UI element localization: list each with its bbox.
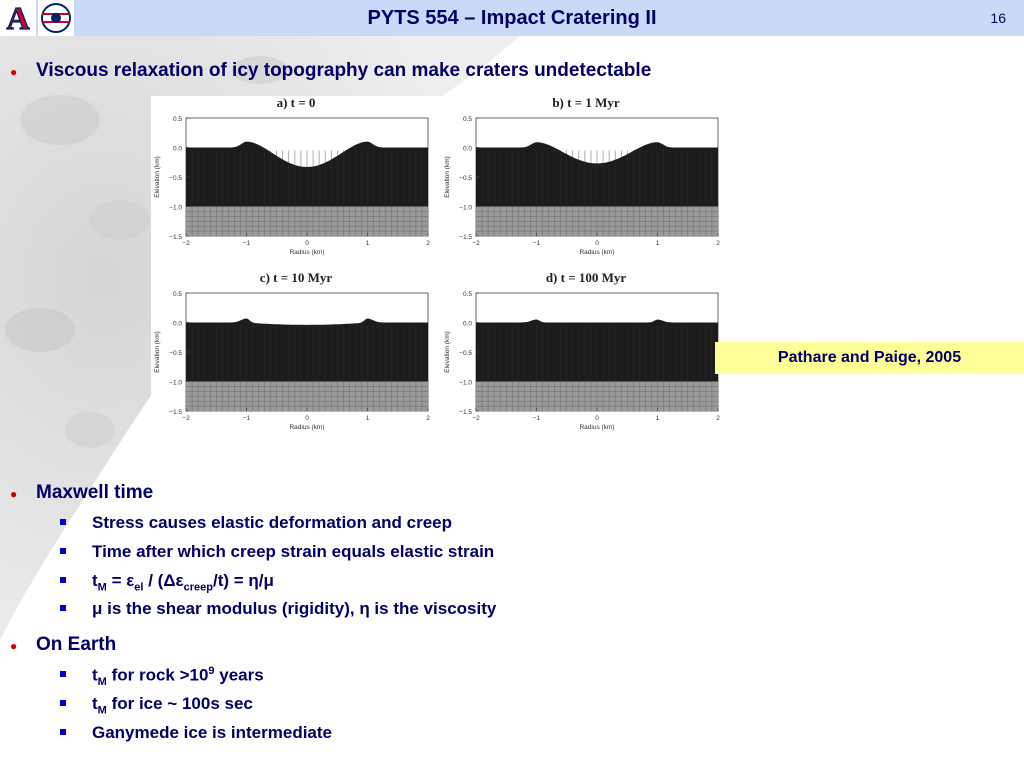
x-tick-label: −1 [243, 415, 251, 422]
y-tick-label: −1.0 [169, 205, 182, 212]
y-tick-label: −1.5 [169, 234, 182, 241]
x-tick-label: 2 [716, 240, 720, 247]
x-tick-label: −1 [533, 240, 541, 247]
x-tick-label: −2 [182, 240, 190, 247]
x-tick-label: 2 [426, 415, 430, 422]
panel-3: d) t = 100 Myr 0.5 0.0 −0.5 −1.0 −1.5−2 −1 0 1 2 R… [444, 270, 720, 431]
square-bullet-icon [60, 519, 66, 525]
square-bullet-icon [60, 548, 66, 554]
y-axis-label: Elevation (km) [154, 331, 161, 373]
y-axis-label: Elevation (km) [444, 331, 451, 373]
x-tick-label: −2 [182, 415, 190, 422]
y-tick-label: −1.5 [459, 234, 472, 241]
x-tick-label: −2 [472, 415, 480, 422]
square-bullet-icon [60, 700, 66, 706]
rock-maxwell-time: tM for rock >109 years [92, 665, 264, 689]
y-tick-label: 0.0 [463, 321, 472, 328]
x-tick-label: 2 [716, 415, 720, 422]
maxwell-formula: tM = εel / (Δεcreep/t) = η/μ [92, 571, 274, 594]
y-tick-label: −1.0 [459, 380, 472, 387]
bullet-dot-icon: ● [10, 487, 18, 501]
y-tick-label: −1.0 [459, 205, 472, 212]
y-tick-label: −1.0 [169, 380, 182, 387]
panel-title: c) t = 10 Myr [260, 270, 333, 285]
bullet-dot-icon: ● [10, 65, 18, 79]
citation-box: Pathare and Paige, 2005 [715, 342, 1024, 374]
x-axis-label: Radius (km) [289, 249, 324, 256]
panel-title: b) t = 1 Myr [552, 96, 620, 110]
x-tick-label: 2 [426, 240, 430, 247]
x-tick-label: −1 [533, 415, 541, 422]
ice-maxwell-time: tM for ice ~ 100s sec [92, 694, 253, 717]
y-axis-label: Elevation (km) [154, 156, 161, 198]
panel-title: d) t = 100 Myr [546, 270, 627, 285]
slide-number: 16 [990, 10, 1006, 26]
x-tick-label: −1 [243, 240, 251, 247]
y-tick-label: 0.0 [173, 146, 182, 153]
x-tick-label: 1 [366, 240, 370, 247]
panel-title: a) t = 0 [277, 96, 316, 110]
slide-title: PYTS 554 – Impact Cratering II [367, 7, 657, 29]
x-tick-label: 1 [656, 415, 660, 422]
slide-header: A PYTS 554 – Impact Cratering II 16 [0, 0, 1024, 36]
y-tick-label: 0.5 [463, 291, 472, 298]
panel-1: b) t = 1 Myr 0.5 0.0 −0.5 −1.0 −1.5−2 −1 0 1 2 Rad… [444, 95, 720, 256]
x-tick-label: 1 [366, 415, 370, 422]
y-tick-label: 0.0 [173, 321, 182, 328]
panel-2: c) t = 10 Myr 0.5 0.0 −0.5 −1.0 −1.5−2 −1 0 1 2 Ra… [154, 270, 430, 431]
y-tick-label: −0.5 [169, 350, 182, 357]
x-tick-label: 0 [595, 240, 599, 247]
relaxation-panels: a) t = 00.50.0−0.5−1.0−1.5−2 −1 0 1 2Radius … [154, 95, 720, 431]
y-tick-label: 0.0 [463, 146, 472, 153]
square-bullet-icon [60, 671, 66, 677]
svg-text:A: A [6, 0, 29, 36]
x-tick-label: −2 [472, 240, 480, 247]
y-tick-label: 0.5 [463, 116, 472, 123]
y-tick-label: −0.5 [459, 350, 472, 357]
bullet-dot-icon: ● [10, 639, 18, 653]
x-tick-label: 1 [656, 240, 660, 247]
university-logo: A [0, 0, 74, 36]
x-tick-label: 0 [595, 415, 599, 422]
x-axis-label: Radius (km) [579, 424, 614, 431]
y-tick-label: −0.5 [169, 175, 182, 182]
relaxation-figure: a) t = 0 0.5 0.0 −0.5 −1.0 −1.5 −2 −1 0 1 2 Radius … [151, 95, 729, 436]
x-tick-label: 0 [305, 415, 309, 422]
x-axis-label: Radius (km) [289, 424, 324, 431]
x-axis-label: Radius (km) [579, 249, 614, 256]
x-tick-label: 0 [305, 240, 309, 247]
panel-0: a) t = 0 0.5 0.0 −0.5 −1.0 −1.5−2 −1 0 1 2 Radius … [154, 95, 430, 256]
square-bullet-icon [60, 729, 66, 735]
y-axis-label: Elevation (km) [444, 156, 451, 198]
square-bullet-icon [60, 605, 66, 611]
y-tick-label: −0.5 [459, 175, 472, 182]
y-tick-label: −1.5 [169, 409, 182, 416]
y-tick-label: −1.5 [459, 409, 472, 416]
square-bullet-icon [60, 577, 66, 583]
y-tick-label: 0.5 [173, 291, 182, 298]
y-tick-label: 0.5 [173, 116, 182, 123]
